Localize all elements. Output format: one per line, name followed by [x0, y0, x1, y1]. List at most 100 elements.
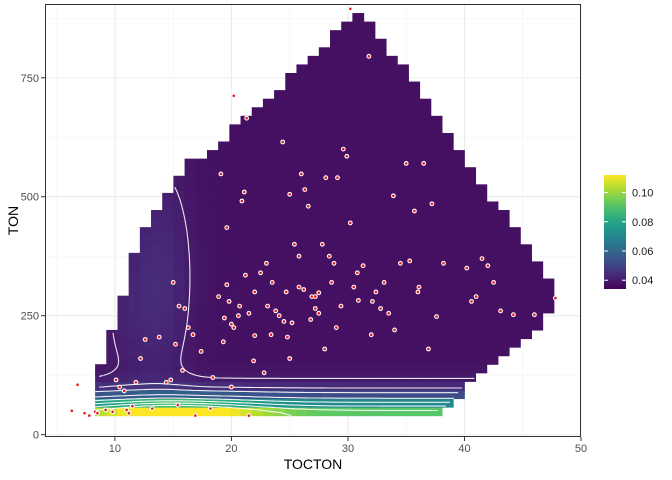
- heat-tile: [285, 192, 298, 203]
- heat-tile: [184, 287, 197, 297]
- heat-tile: [274, 158, 286, 168]
- heat-tile: [318, 47, 331, 57]
- observation-point: [300, 172, 303, 176]
- heat-tile: [262, 124, 275, 134]
- heat-tile: [285, 244, 298, 254]
- heat-tile: [262, 269, 275, 280]
- heat-tile: [385, 329, 398, 340]
- heat-tile: [95, 381, 107, 391]
- heat-tile: [262, 158, 275, 168]
- heat-tile: [397, 210, 409, 220]
- heat-tile: [397, 64, 409, 74]
- heat-tile: [285, 81, 298, 91]
- heat-tile: [307, 132, 320, 143]
- observation-point: [480, 257, 484, 260]
- observation-point: [211, 376, 215, 379]
- heat-tile: [195, 227, 208, 237]
- observation-point: [323, 347, 327, 351]
- heat-tile: [341, 90, 353, 100]
- heat-tile: [385, 98, 398, 108]
- heat-tile: [318, 150, 331, 160]
- heat-tile: [262, 347, 275, 357]
- heat-tile: [195, 192, 208, 203]
- heat-tile: [229, 252, 242, 263]
- observation-point: [286, 335, 289, 339]
- heat-tile: [285, 347, 298, 357]
- observation-point: [371, 300, 374, 303]
- heat-tile: [453, 210, 465, 220]
- observation-point: [356, 271, 359, 275]
- observation-point: [427, 347, 430, 351]
- heat-tile: [497, 312, 510, 322]
- heat-tile: [397, 312, 409, 322]
- heat-tile: [330, 150, 342, 160]
- heat-tile: [251, 115, 264, 125]
- heat-tile: [408, 210, 421, 220]
- heat-tile: [341, 158, 353, 168]
- heat-tile: [397, 150, 409, 160]
- heat-tile: [307, 81, 320, 91]
- heat-tile: [206, 312, 219, 322]
- heat-tile: [162, 218, 175, 228]
- heat-tile: [330, 72, 342, 83]
- heat-tile: [173, 244, 186, 254]
- heat-tile: [106, 338, 119, 348]
- heat-tile: [542, 287, 555, 297]
- heat-tile: [218, 269, 230, 280]
- heat-tile: [195, 235, 208, 245]
- heat-tile: [397, 115, 409, 125]
- heat-tile: [520, 287, 532, 297]
- heat-tile: [318, 269, 331, 280]
- observation-point: [332, 262, 336, 265]
- heat-tile: [240, 355, 253, 365]
- heat-tile: [318, 184, 331, 194]
- heat-tile: [363, 158, 376, 168]
- heat-tile: [184, 252, 197, 263]
- heat-tile: [453, 312, 465, 322]
- heat-tile: [363, 407, 376, 417]
- heat-tile: [218, 244, 230, 254]
- heat-tile: [330, 107, 342, 117]
- heat-tile: [374, 398, 387, 408]
- heat-tile: [318, 295, 331, 305]
- heat-tile: [453, 347, 465, 357]
- heat-tile: [374, 175, 387, 185]
- heat-tile: [352, 81, 365, 91]
- heat-tile: [330, 175, 342, 185]
- heat-tile: [195, 210, 208, 220]
- heat-tile: [251, 167, 264, 177]
- heat-tile: [307, 355, 320, 365]
- heat-tile: [318, 407, 331, 417]
- heat-tile: [363, 184, 376, 194]
- heat-tile: [352, 175, 365, 185]
- heat-tile: [240, 287, 253, 297]
- heat-tile: [374, 381, 387, 391]
- heat-tile: [385, 261, 398, 271]
- heat-tile: [453, 287, 465, 297]
- heat-tile: [117, 338, 130, 348]
- heat-tile: [151, 210, 163, 220]
- heat-tile: [262, 321, 275, 331]
- heat-tile: [475, 347, 488, 357]
- observation-point: [474, 295, 478, 298]
- heat-tile: [430, 355, 443, 365]
- heat-tile: [330, 304, 342, 314]
- heat-tile: [397, 227, 409, 237]
- heat-tile: [195, 381, 208, 391]
- heat-tile: [262, 381, 275, 391]
- heat-tile: [508, 312, 521, 322]
- observation-point: [247, 312, 251, 315]
- heat-tile: [195, 312, 208, 322]
- heat-tile: [240, 175, 253, 185]
- heat-tile: [251, 372, 264, 382]
- observation-point: [191, 333, 195, 337]
- heat-tile: [318, 364, 331, 374]
- observation-point: [339, 304, 343, 308]
- heat-tile: [441, 141, 454, 151]
- heat-tile: [453, 329, 465, 340]
- heat-tile: [397, 244, 409, 254]
- observation-point: [284, 290, 288, 294]
- observation-point: [270, 281, 274, 284]
- heat-tile: [229, 329, 242, 340]
- heat-tile: [240, 201, 253, 211]
